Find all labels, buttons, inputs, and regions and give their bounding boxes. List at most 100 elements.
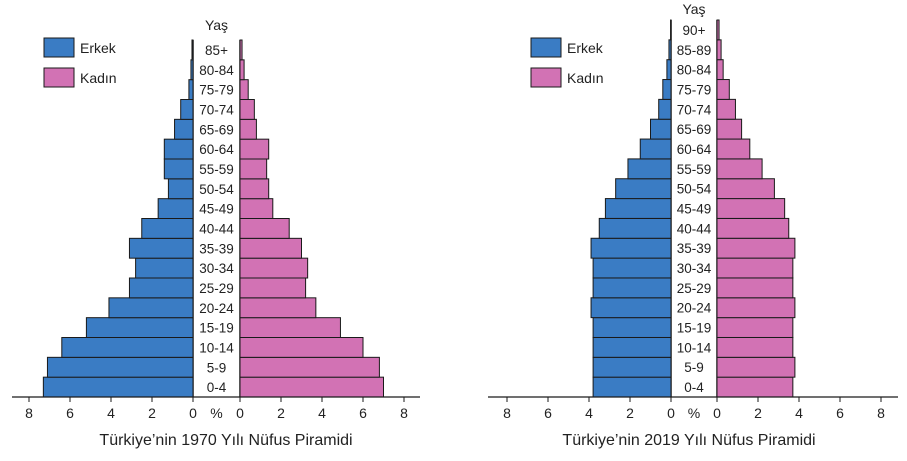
bar-male-0-4 <box>42 376 194 398</box>
bar-female-90+ <box>716 19 720 41</box>
legend-swatch-female <box>530 67 562 88</box>
bar-male-20-24 <box>108 297 194 319</box>
pyramid-1: 0-4 5-9 10-14 15-19 20-24 25-29 30-34 35-39 40-4… <box>488 1 898 449</box>
bar-male-60-64 <box>639 138 672 160</box>
age-label: 75-79 <box>199 83 234 98</box>
legend-swatch-male <box>43 37 75 58</box>
bar-male-15-19 <box>85 317 194 338</box>
legend-label-female: Kadın <box>80 70 117 86</box>
x-tick-label: 6 <box>544 405 552 421</box>
bar-female-50-54 <box>716 178 775 200</box>
bar-female-30-34 <box>239 257 309 279</box>
x-tick-label: 6 <box>359 405 367 421</box>
bar-male-65-69 <box>174 118 194 140</box>
chart-title: Türkiye’nin 1970 Yılı Nüfus Piramidi <box>99 432 352 449</box>
legend-swatch-female <box>43 67 75 88</box>
bar-male-5-9 <box>592 356 672 378</box>
x-tick-label: 2 <box>148 405 156 421</box>
bar-female-60-64 <box>239 138 270 160</box>
bar-male-80-84 <box>666 59 672 81</box>
x-tick-label: 0 <box>189 405 197 421</box>
bar-female-15-19 <box>239 317 341 338</box>
bar-male-35-39 <box>590 237 672 259</box>
bar-female-50-54 <box>239 178 270 200</box>
bar-male-50-54 <box>615 178 672 200</box>
bar-male-35-39 <box>128 237 194 259</box>
age-label: 15-19 <box>677 321 712 336</box>
age-label: 45-49 <box>677 202 712 217</box>
age-label: 0-4 <box>207 380 227 395</box>
bar-male-30-34 <box>592 257 672 279</box>
x-tick-label: 4 <box>795 405 803 421</box>
x-tick-label: 8 <box>400 405 408 421</box>
x-tick-label: 0 <box>667 405 675 421</box>
age-label: 40-44 <box>677 221 712 236</box>
x-tick-label: 2 <box>277 405 285 421</box>
bar-female-80-84 <box>716 59 724 81</box>
bar-male-30-34 <box>135 257 194 279</box>
age-label: 75-79 <box>677 82 712 97</box>
age-label: 65-69 <box>677 122 712 137</box>
bar-male-20-24 <box>590 297 672 319</box>
bar-female-5-9 <box>716 356 796 378</box>
bar-male-0-4 <box>592 376 672 398</box>
age-label: 65-69 <box>199 122 234 137</box>
age-label: 80-84 <box>677 63 712 78</box>
x-tick-label: 2 <box>626 405 634 421</box>
bar-female-75-79 <box>239 79 249 100</box>
legend-label-female: Kadın <box>567 70 604 86</box>
bar-female-70-74 <box>716 98 736 120</box>
bar-female-30-34 <box>716 257 794 279</box>
age-label: 35-39 <box>677 241 712 256</box>
legend-label-male: Erkek <box>80 40 117 56</box>
bar-female-0-4 <box>239 376 384 398</box>
bar-male-10-14 <box>592 336 672 358</box>
bar-female-55-59 <box>239 158 268 180</box>
bar-male-15-19 <box>592 317 672 338</box>
age-label: 85-89 <box>677 43 712 58</box>
bar-male-70-74 <box>658 98 672 120</box>
bar-male-45-49 <box>604 198 672 219</box>
age-label: 50-54 <box>677 182 712 197</box>
bar-male-85+ <box>191 39 194 61</box>
age-label: 5-9 <box>207 360 227 375</box>
bar-female-75-79 <box>716 79 730 100</box>
age-label: 50-54 <box>199 182 234 197</box>
bar-male-70-74 <box>180 99 194 120</box>
bar-female-10-14 <box>716 336 794 358</box>
bar-female-60-64 <box>716 138 751 160</box>
age-label: 55-59 <box>199 162 234 177</box>
age-label: 35-39 <box>199 241 234 256</box>
unit-label: % <box>210 405 222 421</box>
pyramid-0: 0-4 5-9 10-14 15-19 20-24 25-29 30-34 35-39 40-4… <box>12 17 420 449</box>
bar-female-85+ <box>239 39 243 61</box>
age-axis-title: Yaş <box>205 17 228 33</box>
bar-female-35-39 <box>716 237 796 259</box>
bar-male-60-64 <box>163 138 194 160</box>
chart-title: Türkiye’nin 2019 Yılı Nüfus Piramidi <box>562 432 815 449</box>
x-tick-label: 4 <box>585 405 593 421</box>
x-tick-label: 0 <box>236 405 244 421</box>
bar-female-65-69 <box>716 118 743 140</box>
age-label: 25-29 <box>677 281 712 296</box>
bar-female-5-9 <box>239 356 380 378</box>
x-tick-label: 4 <box>318 405 326 421</box>
age-label: 40-44 <box>199 221 234 236</box>
bar-female-85-89 <box>716 39 722 61</box>
bar-female-40-44 <box>716 217 790 239</box>
bar-male-45-49 <box>157 198 194 220</box>
legend-swatch-male <box>530 37 562 58</box>
bar-male-5-9 <box>46 356 194 378</box>
bar-male-65-69 <box>650 118 672 140</box>
age-label: 15-19 <box>199 321 234 336</box>
age-label: 60-64 <box>677 142 712 157</box>
age-label: 60-64 <box>199 142 234 157</box>
age-label: 70-74 <box>199 102 234 117</box>
bar-female-20-24 <box>716 297 796 319</box>
bar-male-10-14 <box>61 337 194 358</box>
age-label: 80-84 <box>199 63 234 78</box>
bar-female-0-4 <box>716 376 794 398</box>
x-tick-label: 8 <box>503 405 511 421</box>
bar-male-55-59 <box>627 158 672 180</box>
